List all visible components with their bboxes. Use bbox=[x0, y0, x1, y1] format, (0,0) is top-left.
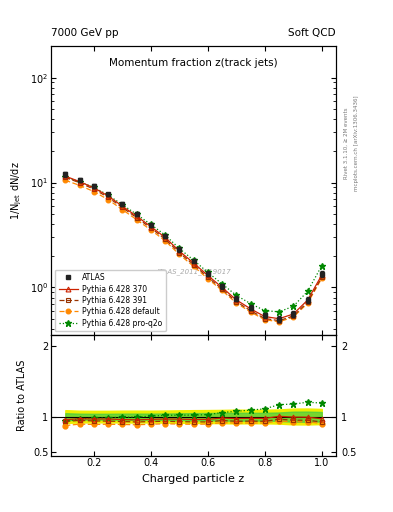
X-axis label: Charged particle z: Charged particle z bbox=[142, 474, 245, 484]
Y-axis label: 1/N$_\mathregular{jet}$ dN/dz: 1/N$_\mathregular{jet}$ dN/dz bbox=[10, 161, 24, 220]
Text: Soft QCD: Soft QCD bbox=[288, 28, 336, 38]
Text: Rivet 3.1.10, ≥ 2M events: Rivet 3.1.10, ≥ 2M events bbox=[344, 108, 349, 179]
Text: 7000 GeV pp: 7000 GeV pp bbox=[51, 28, 119, 38]
Legend: ATLAS, Pythia 6.428 370, Pythia 6.428 391, Pythia 6.428 default, Pythia 6.428 pr: ATLAS, Pythia 6.428 370, Pythia 6.428 39… bbox=[55, 270, 166, 331]
Text: Momentum fraction z(track jets): Momentum fraction z(track jets) bbox=[109, 58, 278, 68]
Y-axis label: Ratio to ATLAS: Ratio to ATLAS bbox=[17, 360, 28, 431]
Text: ATLAS_2011_I919017: ATLAS_2011_I919017 bbox=[156, 268, 231, 275]
Text: mcplots.cern.ch [arXiv:1306.3436]: mcplots.cern.ch [arXiv:1306.3436] bbox=[354, 96, 359, 191]
